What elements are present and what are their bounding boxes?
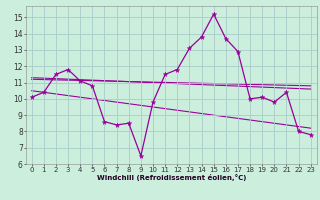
X-axis label: Windchill (Refroidissement éolien,°C): Windchill (Refroidissement éolien,°C) [97,174,246,181]
